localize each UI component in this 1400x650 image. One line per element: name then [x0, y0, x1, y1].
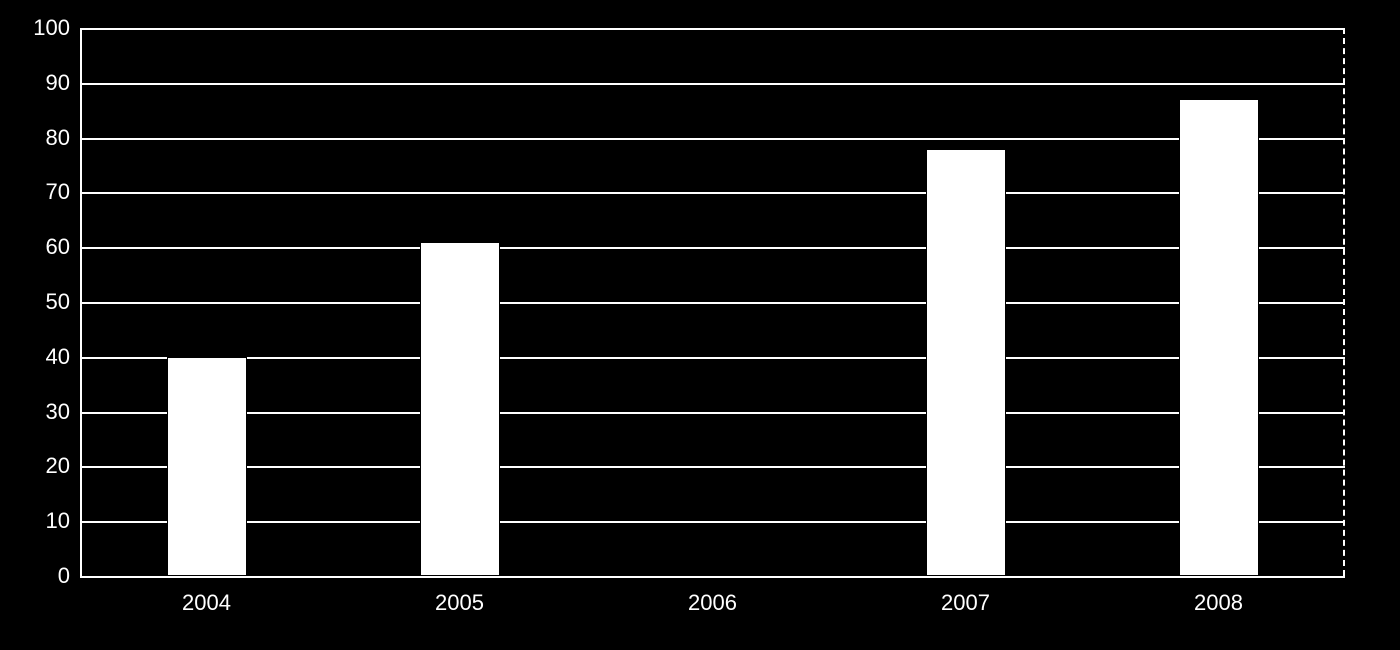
gridline	[80, 138, 1345, 140]
right-edge-line	[1343, 28, 1345, 576]
gridline	[80, 28, 1345, 30]
chart-container: 0 10 20 30 40 50 60 70 80 90 100 2004 2005 2006 2007 20…	[0, 0, 1400, 650]
gridline	[80, 83, 1345, 85]
bar	[420, 242, 500, 576]
x-tick-label: 2004	[182, 576, 231, 616]
plot-area: 0102030405060708090100200420052006200720…	[80, 28, 1345, 576]
gridline	[80, 412, 1345, 414]
gridline	[80, 192, 1345, 194]
y-tick-label: 0	[58, 563, 80, 589]
x-tick-label: 2008	[1194, 576, 1243, 616]
y-tick-label: 10	[46, 508, 80, 534]
gridline	[80, 247, 1345, 249]
bar	[167, 357, 247, 576]
y-tick-label: 80	[46, 125, 80, 151]
bar	[1179, 99, 1259, 576]
bar	[926, 149, 1006, 576]
y-tick-label: 40	[46, 344, 80, 370]
y-tick-label: 100	[33, 15, 80, 41]
gridline	[80, 521, 1345, 523]
y-tick-label: 90	[46, 70, 80, 96]
y-tick-label: 20	[46, 453, 80, 479]
x-tick-label: 2007	[941, 576, 990, 616]
y-axis-line	[80, 28, 82, 576]
y-tick-label: 70	[46, 179, 80, 205]
x-tick-label: 2006	[688, 576, 737, 616]
y-tick-label: 60	[46, 234, 80, 260]
gridline	[80, 357, 1345, 359]
y-tick-label: 30	[46, 399, 80, 425]
x-tick-label: 2005	[435, 576, 484, 616]
gridline	[80, 302, 1345, 304]
gridline	[80, 466, 1345, 468]
y-tick-label: 50	[46, 289, 80, 315]
